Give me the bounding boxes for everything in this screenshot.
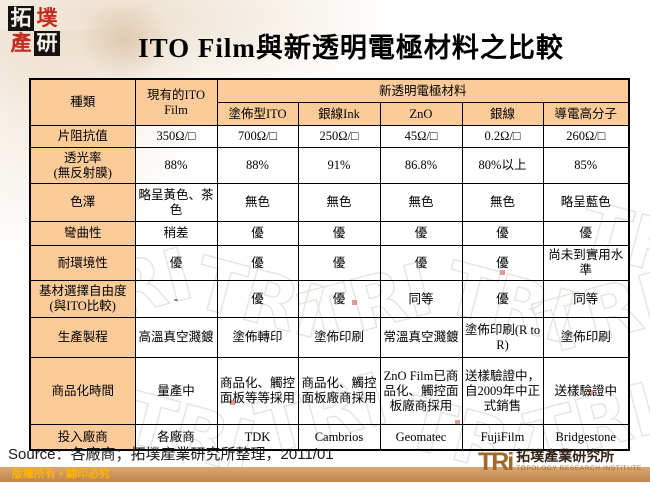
cell: 88% (216, 147, 299, 184)
source-note: Source：各廠商；拓墣產業研究所整理，2011/01 (8, 446, 334, 463)
table-row: 基材選擇自由度 (與ITO比較) - 優 優 同等 優 同等 (29, 280, 630, 318)
table-row: 片阻抗值 350Ω/□ 700Ω/□ 250Ω/□ 45Ω/□ 0.2Ω/□ 2… (29, 125, 630, 148)
cell: 260Ω/□ (542, 125, 630, 148)
seal-char: 產 (10, 31, 32, 55)
cell: 無色 (461, 183, 544, 222)
cell: 優 (379, 221, 463, 246)
row-label: 生產製程 (29, 317, 136, 358)
cell: 85% (542, 147, 630, 184)
cell: 91% (297, 147, 381, 184)
seal-char: 拓 (8, 6, 34, 31)
cell: 塗佈轉印 (216, 317, 299, 358)
column-header-material: 銀線Ink (297, 102, 381, 126)
column-header-material: ZnO (379, 102, 463, 126)
cell: 優 (297, 280, 381, 318)
cell: 無色 (379, 183, 463, 222)
cell: 同等 (379, 280, 463, 318)
cell: 無色 (297, 183, 381, 222)
cell: 商品化、觸控面板等等採用 (216, 357, 299, 425)
table-row: 色澤 略呈黃色、茶色 無色 無色 無色 無色 略呈藍色 (29, 183, 630, 222)
comparison-table: 種類 現有的ITO Film 新透明電極材料 塗佈型ITO 銀線Ink ZnO … (29, 78, 630, 451)
cell: 優 (461, 280, 544, 318)
row-label: 色澤 (29, 183, 136, 222)
cell: 80%以上 (461, 147, 544, 184)
corner-header: 種類 (29, 78, 136, 126)
cell: 稍差 (134, 221, 218, 246)
row-label: 投入廠商 (29, 424, 136, 451)
cell: 量產中 (134, 357, 218, 425)
cell: 塗佈印刷 (297, 317, 381, 358)
cell: 優 (461, 245, 544, 281)
cell: 優 (379, 245, 463, 281)
table-row: 彎曲性 稍差 優 優 優 優 優 (29, 221, 630, 246)
cell: Cambrios (297, 424, 381, 451)
topology-seal-logo: 拓 墣 產 研 (8, 6, 60, 56)
row-label: 耐環境性 (29, 245, 136, 281)
cell: 86.8% (379, 147, 463, 184)
copyright-bar: 版權所有 ▪ 翻印必究 (0, 467, 650, 482)
cell: TDK (216, 424, 299, 451)
table-row: 投入廠商 各廠商 TDK Cambrios Geomatec FujiFilm … (29, 424, 630, 451)
cell: 商品化、觸控面板廠商採用 (297, 357, 381, 425)
cell: 250Ω/□ (297, 125, 381, 148)
cell: 優 (216, 221, 299, 246)
cell: FujiFilm (461, 424, 544, 451)
cell: 無色 (216, 183, 299, 222)
cell: 45Ω/□ (379, 125, 463, 148)
column-header-material: 塗佈型ITO (216, 102, 299, 126)
group-header-new-materials: 新透明電極材料 (216, 78, 630, 103)
seal-char: 研 (34, 31, 60, 56)
cell: 塗佈印刷(R to R) (461, 317, 544, 358)
table-row: 生產製程 高溫真空濺鍍 塗佈轉印 塗佈印刷 常溫真空濺鍍 塗佈印刷(R to R… (29, 317, 630, 358)
cell: 350Ω/□ (134, 125, 218, 148)
row-label: 商品化時間 (29, 357, 136, 425)
cell: 0.2Ω/□ (461, 125, 544, 148)
cell: 優 (216, 245, 299, 281)
cell: 塗佈印刷 (542, 317, 630, 358)
row-label: 彎曲性 (29, 221, 136, 246)
cell: 700Ω/□ (216, 125, 299, 148)
cell: 優 (461, 221, 544, 246)
cell: 同等 (542, 280, 630, 318)
row-label: 片阻抗值 (29, 125, 136, 148)
cell: 尚未到實用水準 (542, 245, 630, 281)
row-label: 基材選擇自由度 (與ITO比較) (29, 280, 136, 318)
cell: 送樣驗證中，自2009年中正式銷售 (461, 357, 544, 425)
tri-logotype: TRi (477, 448, 514, 476)
column-header-existing-ito: 現有的ITO Film (134, 78, 218, 126)
cell: 略呈藍色 (542, 183, 630, 222)
cell: 優 (297, 221, 381, 246)
page-title: ITO Film與新透明電極材料之比較 (138, 33, 564, 63)
table-row: 耐環境性 優 優 優 優 優 尚未到實用水準 (29, 245, 630, 281)
cell: 優 (216, 280, 299, 318)
cell: Bridgestone (542, 424, 630, 451)
column-header-material: 導電高分子 (542, 102, 630, 126)
cell: 優 (134, 245, 218, 281)
cell: 略呈黃色、茶色 (134, 183, 218, 222)
cell: 高溫真空濺鍍 (134, 317, 218, 358)
column-header-material: 銀線 (461, 102, 544, 126)
cell: ZnO Film已商品化、觸控面板廠商採用 (379, 357, 463, 425)
cell: 送樣驗證中 (542, 357, 630, 425)
seal-char: 墣 (36, 6, 58, 30)
cell: 88% (134, 147, 218, 184)
cell: - (134, 280, 218, 318)
cell: 常溫真空濺鍍 (379, 317, 463, 358)
cell: 優 (542, 221, 630, 246)
row-label: 透光率 (無反射膜) (29, 147, 136, 184)
cell: 優 (297, 245, 381, 281)
cell: Geomatec (379, 424, 463, 451)
tri-institute-logo: TRi 拓墣產業研究所 TOPOLOGY RESEARCH INSTITUTE (477, 448, 642, 476)
institute-name-en: TOPOLOGY RESEARCH INSTITUTE (516, 465, 642, 472)
table-row: 商品化時間 量產中 商品化、觸控面板等等採用 商品化、觸控面板廠商採用 ZnO … (29, 357, 630, 425)
institute-name-zh: 拓墣產業研究所 (516, 450, 615, 465)
table-row: 透光率 (無反射膜) 88% 88% 91% 86.8% 80%以上 85% (29, 147, 630, 184)
copyright-text: 版權所有 ▪ 翻印必究 (12, 468, 111, 480)
